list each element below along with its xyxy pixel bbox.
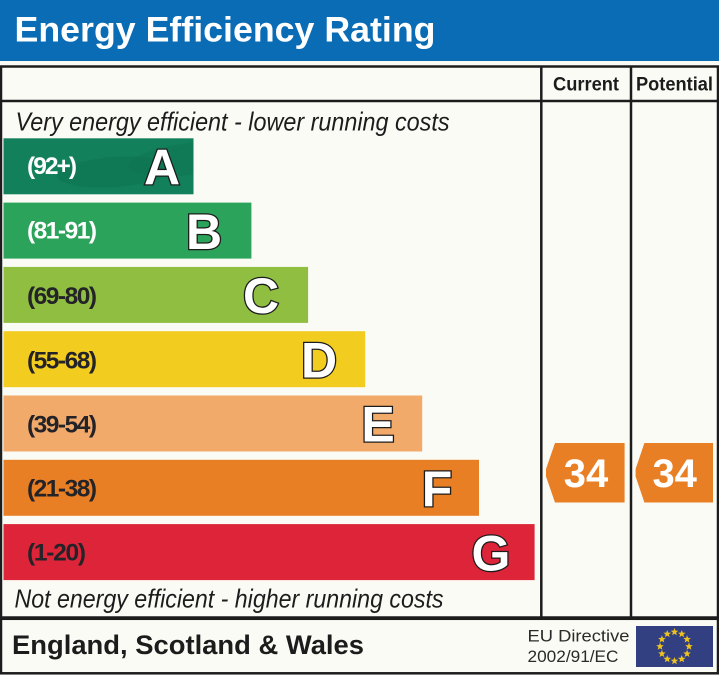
svg-text:34: 34 [564,452,609,496]
svg-text:(69-80): (69-80) [27,283,97,310]
svg-text:D: D [301,332,337,388]
svg-text:(92+): (92+) [27,153,77,180]
svg-text:C: C [243,268,279,324]
svg-text:(1-20): (1-20) [27,540,86,567]
svg-text:Energy Efficiency Rating: Energy Efficiency Rating [15,11,436,50]
svg-text:2002/91/EC: 2002/91/EC [528,648,619,666]
svg-text:A: A [144,140,180,196]
svg-text:34: 34 [652,452,697,496]
svg-text:Potential: Potential [636,75,713,96]
svg-text:England, Scotland & Wales: England, Scotland & Wales [12,630,364,660]
svg-text:(55-68): (55-68) [27,347,97,374]
svg-text:G: G [472,525,511,581]
svg-text:(81-91): (81-91) [27,217,97,244]
svg-text:Current: Current [553,75,620,96]
svg-text:Not energy efficient - higher: Not energy efficient - higher running co… [15,584,444,614]
svg-text:Very energy efficient - lower: Very energy efficient - lower running co… [16,107,450,137]
svg-text:EU Directive: EU Directive [528,628,630,646]
svg-text:E: E [361,397,394,453]
svg-text:(39-54): (39-54) [27,411,97,438]
svg-text:F: F [422,461,453,517]
svg-text:B: B [186,204,222,260]
svg-text:(21-38): (21-38) [27,475,97,502]
